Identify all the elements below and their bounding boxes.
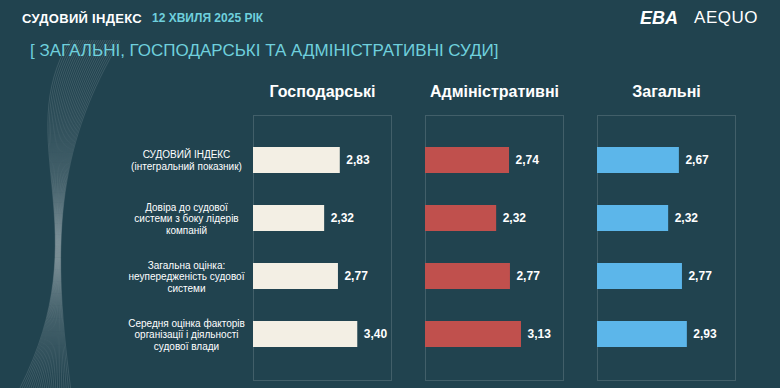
svg-text:Адміністративні: Адміністративні [430, 83, 559, 100]
svg-text:2,83: 2,83 [346, 153, 370, 167]
svg-text:2,77: 2,77 [516, 269, 540, 283]
svg-text:Середня оцінка факторіворганіз: Середня оцінка факторіворганізації і дія… [128, 318, 245, 352]
svg-text:СУДОВИЙ ІНДЕКС(інтегральний по: СУДОВИЙ ІНДЕКС(інтегральний показник) [131, 148, 242, 172]
svg-text:2,77: 2,77 [344, 269, 368, 283]
svg-text:3,13: 3,13 [527, 327, 551, 341]
svg-text:2,32: 2,32 [675, 211, 699, 225]
svg-text:2,77: 2,77 [688, 269, 712, 283]
html-text:AEQUO: AEQUO [694, 8, 758, 27]
svg-text:2,74: 2,74 [516, 153, 540, 167]
html-text:СУДОВИЙ ІНДЕКС: СУДОВИЙ ІНДЕКС [22, 10, 142, 26]
svg-text:3,40: 3,40 [364, 327, 388, 341]
html-text:[ ЗАГАЛЬНІ, ГОСПОДАРСЬКІ ТА АД: [ ЗАГАЛЬНІ, ГОСПОДАРСЬКІ ТА АДМІНІСТРАТИ… [30, 41, 499, 60]
html-text:EBA: EBA [640, 7, 679, 28]
svg-text:Господарські: Господарські [270, 83, 376, 100]
svg-text:Загальна оцінка:неупередженіст: Загальна оцінка:неупередженість судовоїс… [129, 260, 245, 294]
svg-text:2,32: 2,32 [503, 211, 527, 225]
svg-text:Довіра до судовоїсистеми з бок: Довіра до судовоїсистеми з боку лідерівк… [134, 202, 238, 236]
svg-text:2,67: 2,67 [685, 153, 709, 167]
svg-text:2,32: 2,32 [331, 211, 355, 225]
html-text:12 ХВИЛЯ 2025 РІК: 12 ХВИЛЯ 2025 РІК [152, 11, 263, 25]
svg-text:2,93: 2,93 [693, 327, 717, 341]
svg-text:Загальні: Загальні [632, 83, 701, 100]
